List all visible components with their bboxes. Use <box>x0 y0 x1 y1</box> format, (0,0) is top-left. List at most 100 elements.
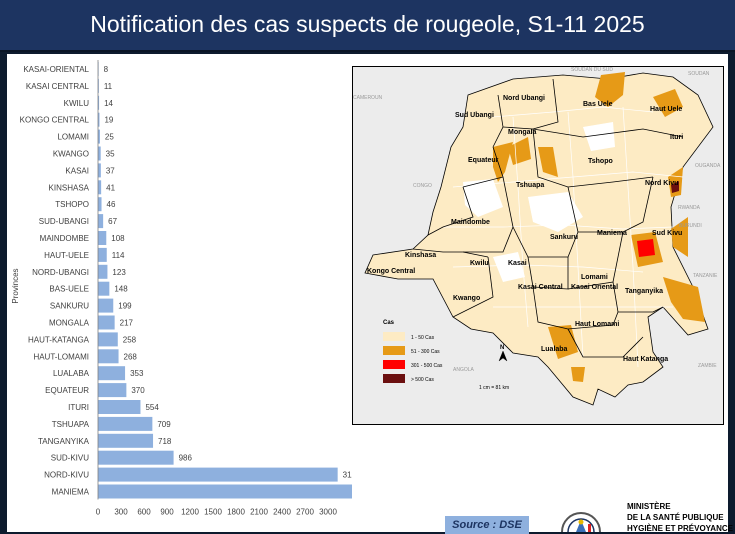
province-label: Sud Ubangi <box>455 112 494 119</box>
bar <box>98 315 115 330</box>
x-tick-label: 600 <box>137 508 151 517</box>
data-label: 370 <box>131 386 145 395</box>
data-label: 114 <box>112 251 125 260</box>
province-label: Kinshasa <box>405 252 436 259</box>
data-label: 268 <box>124 352 138 361</box>
data-label: 25 <box>105 133 114 142</box>
province-label: Lomami <box>581 274 608 281</box>
bar <box>98 231 107 245</box>
category-label: NORD-UBANGI <box>32 268 89 277</box>
province-label: Kongo Central <box>367 268 415 275</box>
category-label: KONGO CENTRAL <box>20 116 90 125</box>
province-label: Maindombe <box>451 219 490 226</box>
y-axis-title: Provinces <box>11 268 20 303</box>
bar-chart: KASAI-ORIENTAL 8 KASAI CENTRAL 11 KWILU 14 KON… <box>11 60 352 517</box>
data-label: 718 <box>158 437 172 446</box>
map-svg: CAMEROUN SOUDAN DU SUD SOUDAN CONGO OUGA… <box>353 67 723 424</box>
x-tick-label: 1500 <box>204 508 222 517</box>
country-label: ZAMBIE <box>698 363 717 369</box>
category-label: BAS-UELE <box>49 285 89 294</box>
province-label: Kwango <box>453 295 480 302</box>
bar <box>98 349 119 364</box>
x-tick-label: 0 <box>96 508 101 517</box>
north-arrow: N <box>498 345 508 362</box>
province-label: Equateur <box>468 157 499 164</box>
province-label: Kasai Oriental <box>571 284 618 291</box>
country-label: BURUNDI <box>679 223 702 229</box>
category-label: EQUATEUR <box>45 386 89 395</box>
category-label: KASAI-ORIENTAL <box>23 65 89 74</box>
province-label: Nord Ubangi <box>503 95 545 102</box>
white-zone-3 <box>493 252 525 282</box>
sud-kivu-high <box>671 217 688 257</box>
legend-label: 1 - 50 Cas <box>411 335 435 341</box>
category-label: HAUT-KATANGA <box>28 335 90 344</box>
bar <box>98 95 100 110</box>
category-label: TSHUAPA <box>52 420 90 429</box>
province-label: Haut Lomami <box>575 321 619 328</box>
x-tick-label: 1800 <box>227 508 245 517</box>
bar <box>98 180 102 195</box>
bar <box>98 332 118 347</box>
country-label: ANGOLA <box>453 367 475 373</box>
country-labels: CAMEROUN SOUDAN DU SUD SOUDAN CONGO OUGA… <box>353 67 721 373</box>
data-label: 46 <box>107 200 116 209</box>
bar <box>98 78 99 93</box>
x-tick-label: 3000 <box>319 508 337 517</box>
ministry-line: MINISTÈRE <box>627 502 671 511</box>
haut-katanga-high <box>571 367 585 382</box>
category-label: ITURI <box>68 403 89 412</box>
bar <box>98 366 126 381</box>
country-label: CAMEROUN <box>353 95 383 101</box>
bar <box>98 298 114 313</box>
data-label: 37 <box>106 166 115 175</box>
bar <box>98 383 127 398</box>
data-label: 709 <box>157 420 171 429</box>
legend-title: Cas <box>383 320 395 326</box>
north-label: N <box>500 345 504 351</box>
province-label: Nord Kivu <box>645 180 678 187</box>
legend-label: 301 - 500 Cas <box>411 363 443 369</box>
bar <box>98 264 108 279</box>
data-label: 217 <box>120 319 134 328</box>
province-label: Tshuapa <box>516 182 544 189</box>
x-tick-label: 900 <box>160 508 174 517</box>
data-label: 123 <box>112 268 126 277</box>
category-label: KWANGO <box>53 150 89 159</box>
map-scale: 1 cm = 81 km <box>479 385 509 391</box>
province-borders <box>412 78 684 358</box>
bar <box>98 129 100 144</box>
province-label: Sud Kivu <box>652 230 682 237</box>
legend-swatch <box>383 374 405 383</box>
title-bar: Notification des cas suspects de rougeol… <box>0 0 735 52</box>
source-label: Source : DSE <box>445 516 529 534</box>
data-label: 14 <box>104 99 113 108</box>
data-label: 3126 <box>343 471 352 480</box>
page-title: Notification des cas suspects de rougeol… <box>90 11 645 37</box>
legend-swatch <box>383 332 405 341</box>
ministry-name: MINISTÈRE DE LA SANTÉ PUBLIQUE HYGIÈNE E… <box>627 501 733 534</box>
data-label: 148 <box>114 285 128 294</box>
province-label: Haut Uele <box>650 106 682 113</box>
legend-label: > 500 Cas <box>411 377 434 383</box>
mongala-high <box>508 137 531 165</box>
category-label: NORD-KIVU <box>44 471 89 480</box>
legend-swatch <box>383 360 405 369</box>
ministry-line: DE LA SANTÉ PUBLIQUE <box>627 513 724 522</box>
legend-swatch <box>383 346 405 355</box>
category-label: KWILU <box>64 99 90 108</box>
country-label: SOUDAN <box>688 71 710 77</box>
category-label: KASAI <box>65 166 89 175</box>
tshuapa-high <box>538 147 558 177</box>
data-label: 258 <box>123 335 137 344</box>
data-label: 986 <box>179 454 193 463</box>
bar <box>98 197 102 212</box>
category-label: MONGALA <box>49 319 90 328</box>
bar <box>98 247 107 262</box>
category-label: TANGANYIKA <box>38 437 90 446</box>
bar <box>98 400 141 414</box>
province-label: Sankuru <box>550 234 578 241</box>
maniema-red <box>637 239 655 257</box>
category-label: LUALABA <box>53 369 90 378</box>
category-label: SUD-KIVU <box>51 454 89 463</box>
